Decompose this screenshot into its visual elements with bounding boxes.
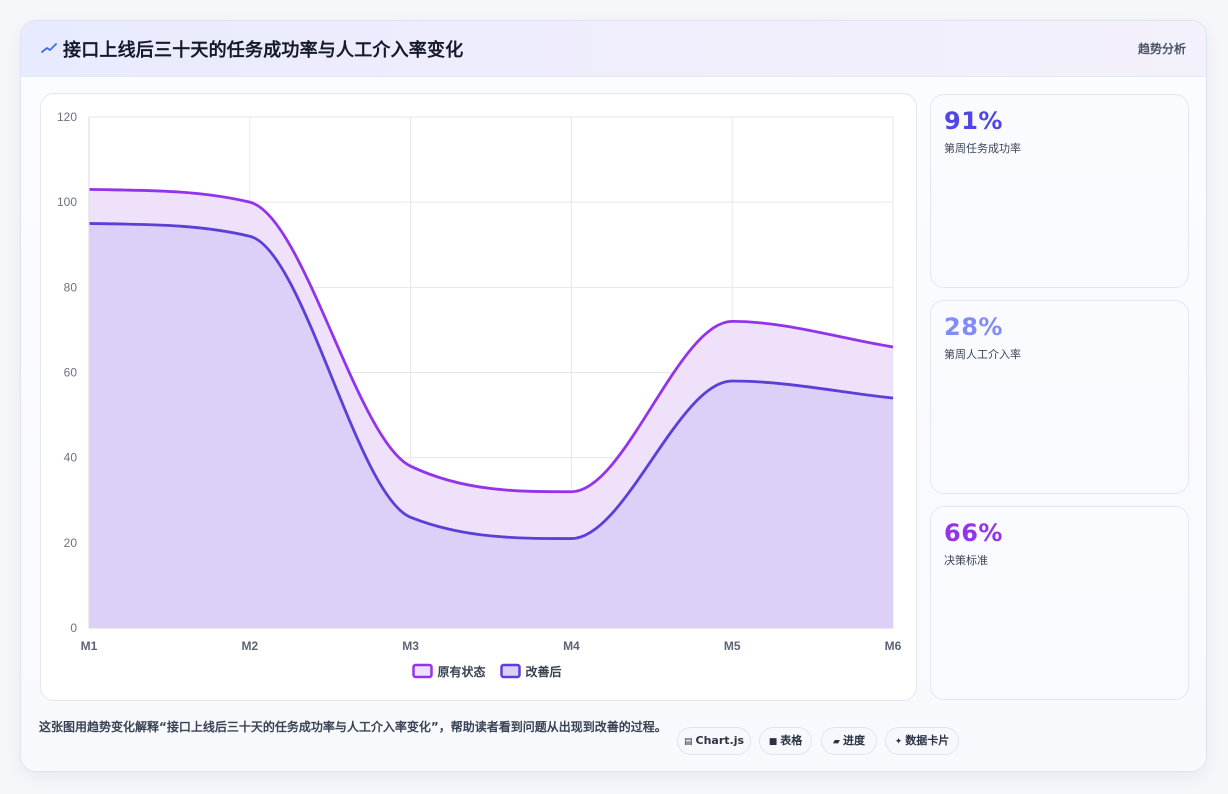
legend-swatch bbox=[500, 663, 521, 679]
card-header: 接口上线后三十天的任务成功率与人工介入率变化 趋势分析 bbox=[21, 21, 1206, 77]
chip-data-card[interactable]: ✦ 数据卡片 bbox=[885, 727, 959, 755]
dashboard-card: 接口上线后三十天的任务成功率与人工介入率变化 趋势分析 0 20 40 60 80 100… bbox=[20, 20, 1207, 772]
legend-label: 改善后 bbox=[526, 664, 562, 679]
x-tick-label: M5 bbox=[724, 639, 741, 653]
sparkle-icon: ✦ bbox=[894, 737, 903, 747]
y-tick-label: 80 bbox=[64, 280, 78, 294]
stat-value: 66% bbox=[944, 519, 1003, 547]
stat-card-intervention-rate: 28% 第周人工介入率 bbox=[930, 300, 1189, 494]
stat-label: 第周任务成功率 bbox=[944, 142, 1021, 155]
legend-label: 原有状态 bbox=[438, 664, 486, 679]
stat-card-success-rate: 91% 第周任务成功率 bbox=[930, 94, 1189, 288]
chip-label: 表格 bbox=[780, 734, 803, 747]
chip-chartjs[interactable]: ▤ Chart.js bbox=[677, 727, 751, 755]
table-icon: ■ bbox=[768, 737, 778, 747]
x-tick-label: M4 bbox=[563, 639, 580, 653]
y-tick-label: 100 bbox=[57, 195, 77, 209]
progress-icon: ▰ bbox=[833, 737, 840, 747]
series-line-0 bbox=[88, 187, 894, 494]
page-title: 接口上线后三十天的任务成功率与人工介入率变化 bbox=[63, 40, 464, 61]
trend-line-icon bbox=[41, 43, 57, 53]
y-tick-label: 40 bbox=[64, 451, 78, 465]
x-tick-label: M2 bbox=[241, 639, 258, 653]
chart-panel: 0 20 40 60 80 100 120 M1 M2 M3 M4 M5 M6 原有状态 改善后 bbox=[40, 93, 917, 701]
y-tick-label: 0 bbox=[70, 621, 77, 635]
stat-label: 决策标准 bbox=[944, 554, 988, 567]
chip-label: Chart.js bbox=[695, 734, 745, 747]
chip-label: 数据卡片 bbox=[905, 734, 950, 747]
x-tick-label: M6 bbox=[885, 639, 902, 653]
legend-swatch bbox=[412, 663, 433, 679]
stat-card-decision-standard: 66% 决策标准 bbox=[930, 506, 1189, 700]
chip-label: 进度 bbox=[842, 734, 865, 747]
x-tick-label: M3 bbox=[402, 639, 419, 653]
x-tick-label: M1 bbox=[81, 639, 98, 653]
y-tick-label: 60 bbox=[64, 366, 78, 380]
chip-table[interactable]: ■ 表格 bbox=[759, 727, 812, 755]
series-area-1 bbox=[89, 223, 893, 629]
chart-caption: 这张图用趋势变化解释“接口上线后三十天的任务成功率与人工介入率变化”，帮助读者看… bbox=[39, 720, 667, 734]
stat-value: 91% bbox=[944, 107, 1003, 135]
area-chart: 0 20 40 60 80 100 120 M1 M2 M3 M4 M5 M6 原有状态 改善后 bbox=[57, 110, 902, 679]
chip-progress[interactable]: ▰ 进度 bbox=[821, 727, 877, 755]
section-tag: 趋势分析 bbox=[1137, 42, 1186, 56]
stat-value: 28% bbox=[944, 313, 1003, 341]
y-tick-label: 120 bbox=[57, 110, 77, 124]
y-tick-label: 20 bbox=[64, 536, 78, 550]
series-line-1 bbox=[88, 222, 894, 540]
stat-label: 第周人工介入率 bbox=[944, 348, 1021, 361]
chart-icon: ▤ bbox=[683, 737, 693, 747]
